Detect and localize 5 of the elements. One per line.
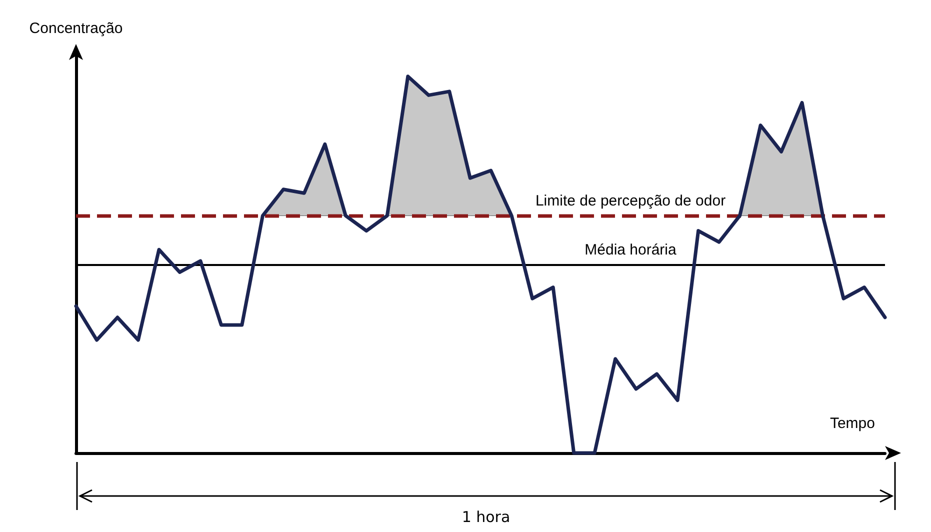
- text: 1 hora: [460, 508, 512, 526]
- ref-line-label: Limite de percepção de odor: [535, 192, 726, 210]
- x-axis-title: Tempo: [830, 415, 875, 432]
- ref-line-label: Média horária: [584, 242, 678, 259]
- y-axis-title: Concentração: [29, 20, 123, 37]
